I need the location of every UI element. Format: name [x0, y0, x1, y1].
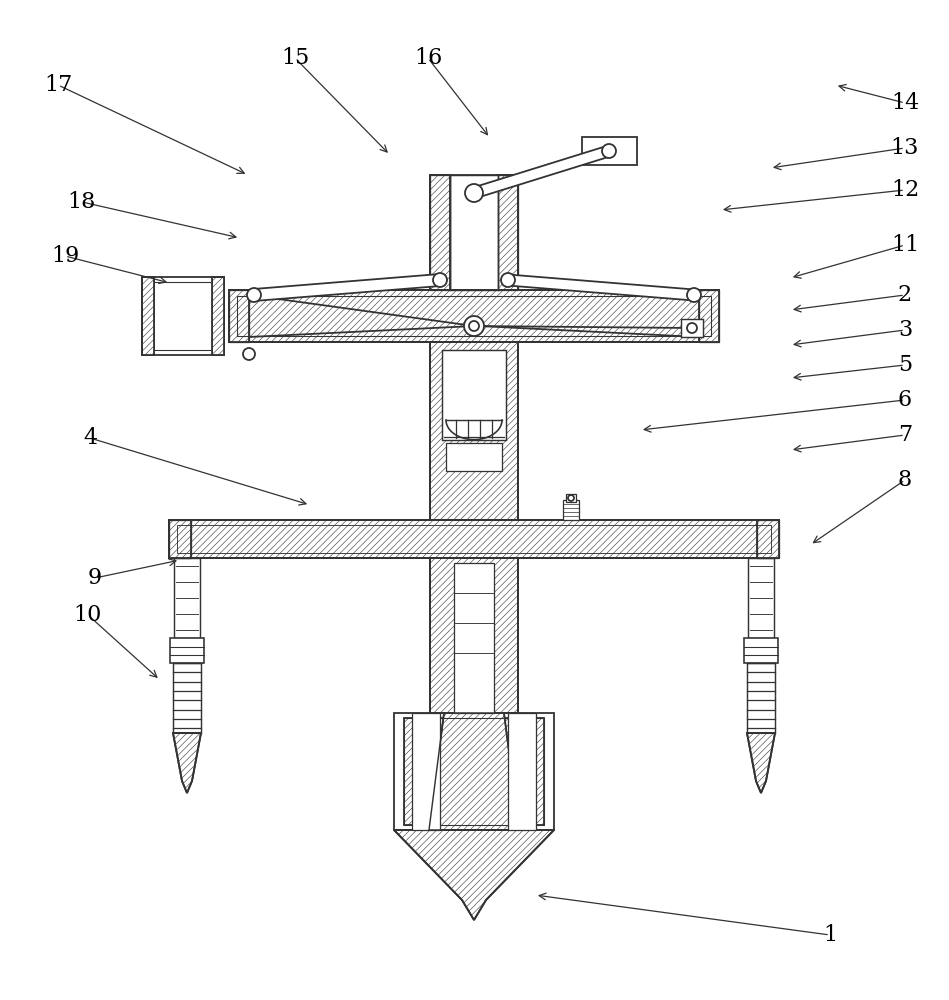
Bar: [563, 500, 579, 520]
Text: 3: 3: [898, 319, 912, 341]
Bar: [508, 713, 536, 830]
Text: 15: 15: [281, 47, 309, 69]
Bar: [147, 282, 219, 350]
Text: 5: 5: [898, 354, 912, 376]
Bar: [169, 520, 191, 558]
Bar: [142, 277, 154, 355]
Bar: [174, 558, 200, 638]
Bar: [169, 520, 779, 558]
Circle shape: [469, 321, 479, 331]
Bar: [430, 558, 518, 713]
Bar: [412, 713, 440, 830]
Text: 6: 6: [898, 389, 912, 411]
Bar: [229, 290, 249, 342]
Bar: [430, 175, 518, 290]
Circle shape: [465, 184, 483, 202]
Bar: [757, 520, 779, 558]
Bar: [582, 137, 637, 165]
Bar: [430, 175, 450, 290]
Bar: [177, 525, 771, 553]
Bar: [404, 718, 544, 825]
Bar: [169, 520, 779, 558]
Polygon shape: [508, 275, 695, 300]
Bar: [142, 277, 154, 355]
Bar: [404, 718, 544, 825]
Circle shape: [687, 323, 697, 333]
Bar: [142, 277, 224, 355]
Polygon shape: [473, 146, 610, 198]
Polygon shape: [173, 733, 201, 793]
Polygon shape: [394, 830, 554, 920]
Text: 7: 7: [898, 424, 912, 446]
Text: 9: 9: [88, 567, 102, 589]
Bar: [229, 290, 249, 342]
Bar: [229, 290, 719, 342]
Bar: [430, 342, 518, 520]
Text: 16: 16: [414, 47, 442, 69]
Text: 19: 19: [51, 245, 79, 267]
Text: 11: 11: [891, 234, 920, 256]
Bar: [170, 638, 204, 663]
Bar: [757, 520, 779, 558]
Circle shape: [687, 288, 701, 302]
Bar: [566, 494, 576, 502]
Text: 17: 17: [44, 74, 72, 96]
Text: 8: 8: [898, 469, 912, 491]
Bar: [699, 290, 719, 342]
Bar: [748, 558, 774, 638]
Bar: [446, 443, 502, 471]
Bar: [699, 290, 719, 342]
Circle shape: [433, 273, 447, 287]
Bar: [169, 520, 191, 558]
Bar: [450, 175, 498, 290]
Text: 1: 1: [823, 924, 837, 946]
Bar: [498, 175, 518, 290]
Circle shape: [568, 495, 574, 501]
Circle shape: [243, 348, 255, 360]
Bar: [744, 638, 778, 663]
Text: 14: 14: [891, 92, 920, 114]
Circle shape: [247, 288, 261, 302]
Bar: [229, 290, 719, 342]
Text: 13: 13: [891, 137, 920, 159]
Circle shape: [602, 144, 616, 158]
Bar: [212, 277, 224, 355]
Text: 2: 2: [898, 284, 912, 306]
Text: 10: 10: [74, 604, 102, 626]
Bar: [430, 175, 450, 290]
Polygon shape: [253, 274, 440, 301]
Bar: [681, 319, 703, 337]
Bar: [442, 350, 506, 440]
Bar: [430, 558, 518, 713]
Bar: [430, 342, 518, 520]
Bar: [394, 713, 554, 830]
Bar: [747, 663, 775, 733]
Polygon shape: [429, 713, 519, 830]
Bar: [498, 175, 518, 290]
Bar: [237, 296, 711, 336]
Bar: [212, 277, 224, 355]
Circle shape: [464, 316, 484, 336]
Polygon shape: [747, 733, 775, 793]
Text: 12: 12: [891, 179, 920, 201]
Bar: [454, 563, 494, 713]
Text: 4: 4: [83, 427, 97, 449]
Text: 18: 18: [67, 191, 96, 213]
Circle shape: [501, 273, 515, 287]
Bar: [173, 663, 201, 733]
